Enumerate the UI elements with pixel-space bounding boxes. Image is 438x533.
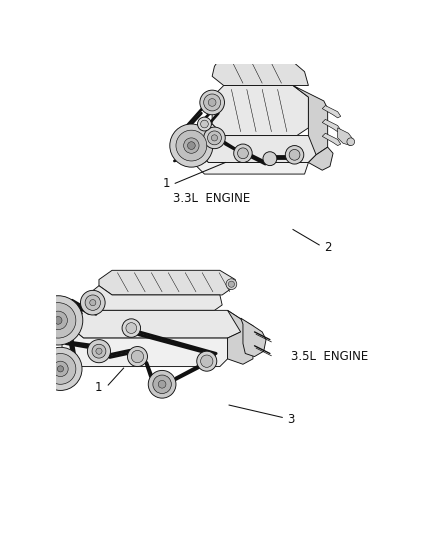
Circle shape	[81, 290, 105, 315]
Circle shape	[200, 90, 224, 115]
Polygon shape	[201, 124, 316, 163]
Circle shape	[226, 279, 237, 289]
Circle shape	[176, 130, 207, 161]
Circle shape	[208, 131, 221, 145]
Circle shape	[45, 353, 76, 384]
Polygon shape	[228, 310, 253, 364]
Circle shape	[53, 361, 68, 377]
Circle shape	[122, 319, 141, 337]
Circle shape	[153, 375, 171, 393]
Polygon shape	[99, 270, 235, 295]
Polygon shape	[71, 310, 243, 338]
Polygon shape	[293, 85, 328, 155]
Polygon shape	[212, 85, 308, 135]
Polygon shape	[240, 318, 266, 357]
Circle shape	[234, 144, 252, 163]
Circle shape	[204, 127, 225, 149]
Circle shape	[96, 348, 102, 354]
Circle shape	[201, 120, 208, 128]
Polygon shape	[218, 43, 293, 59]
Polygon shape	[338, 128, 353, 146]
Circle shape	[285, 146, 304, 164]
Polygon shape	[308, 147, 333, 170]
Circle shape	[212, 135, 218, 141]
Polygon shape	[62, 328, 228, 367]
Circle shape	[40, 303, 76, 338]
Circle shape	[208, 99, 216, 106]
Text: 3: 3	[287, 413, 294, 426]
Circle shape	[148, 370, 176, 398]
Polygon shape	[91, 286, 222, 310]
Polygon shape	[322, 119, 341, 132]
Circle shape	[204, 94, 221, 111]
Circle shape	[131, 350, 144, 363]
Circle shape	[197, 351, 217, 371]
Circle shape	[201, 355, 213, 367]
Circle shape	[289, 149, 300, 160]
Circle shape	[49, 311, 67, 329]
Circle shape	[39, 348, 82, 391]
Polygon shape	[197, 154, 308, 174]
Circle shape	[85, 295, 100, 310]
Circle shape	[347, 138, 355, 146]
Circle shape	[228, 281, 234, 287]
Text: 3.3L  ENGINE: 3.3L ENGINE	[173, 192, 250, 205]
Circle shape	[127, 346, 148, 367]
Text: 3.5L  ENGINE: 3.5L ENGINE	[291, 350, 368, 363]
Text: 1: 1	[95, 381, 102, 394]
Circle shape	[187, 142, 195, 149]
Circle shape	[198, 117, 212, 131]
Circle shape	[57, 366, 64, 372]
Circle shape	[34, 296, 83, 345]
Circle shape	[263, 152, 277, 166]
Polygon shape	[212, 59, 308, 85]
Polygon shape	[322, 133, 341, 146]
Polygon shape	[322, 106, 341, 118]
Circle shape	[54, 317, 62, 324]
Circle shape	[237, 148, 248, 159]
Circle shape	[126, 322, 137, 334]
Circle shape	[184, 138, 199, 154]
Circle shape	[92, 344, 106, 358]
Circle shape	[170, 124, 213, 167]
Text: 1: 1	[162, 177, 170, 190]
Circle shape	[88, 340, 110, 363]
Circle shape	[90, 300, 96, 306]
Text: 2: 2	[324, 241, 331, 254]
Circle shape	[158, 381, 166, 388]
